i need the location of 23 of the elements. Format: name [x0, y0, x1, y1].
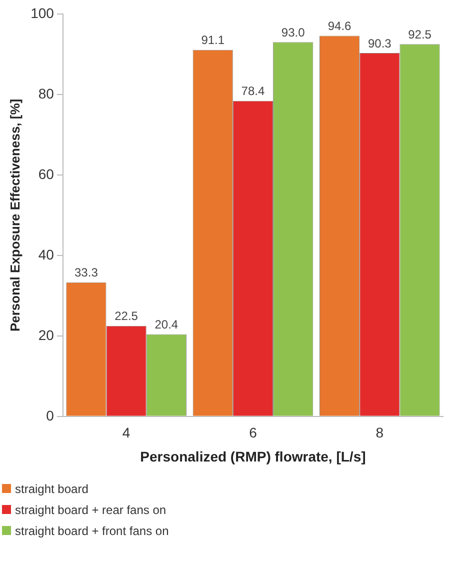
y-tick-label: 80: [38, 85, 54, 102]
text: 22.5: [114, 309, 138, 324]
legend-label: straight board: [15, 482, 88, 496]
x-axis-title: Personalized (RMP) flowrate, [L/s]: [140, 448, 366, 464]
legend-label: straight board + rear fans on: [15, 502, 166, 516]
y-tick-label: 40: [38, 246, 54, 262]
text: 92.5: [408, 27, 432, 42]
y-tick-label: 100: [30, 4, 54, 21]
x-tick-label: 8: [376, 424, 384, 441]
text: 91.1: [201, 33, 225, 48]
text: 78.4: [241, 84, 265, 98]
x-tick-label: 4: [122, 424, 130, 441]
text: 33.3: [74, 266, 98, 280]
y-tick-label: 0: [46, 407, 54, 424]
y-axis-title: Personal Exposure Effectiveness, [%]: [7, 98, 22, 332]
text: 94.6: [328, 19, 352, 34]
y-tick-label: 20: [38, 326, 54, 343]
text: 90.3: [368, 36, 392, 50]
x-tick-label: 6: [249, 424, 258, 441]
text: 93.0: [281, 25, 305, 40]
y-tick-label: 60: [38, 166, 54, 182]
text: 20.4: [154, 318, 178, 332]
legend-label: straight board + front fans on: [15, 524, 169, 538]
